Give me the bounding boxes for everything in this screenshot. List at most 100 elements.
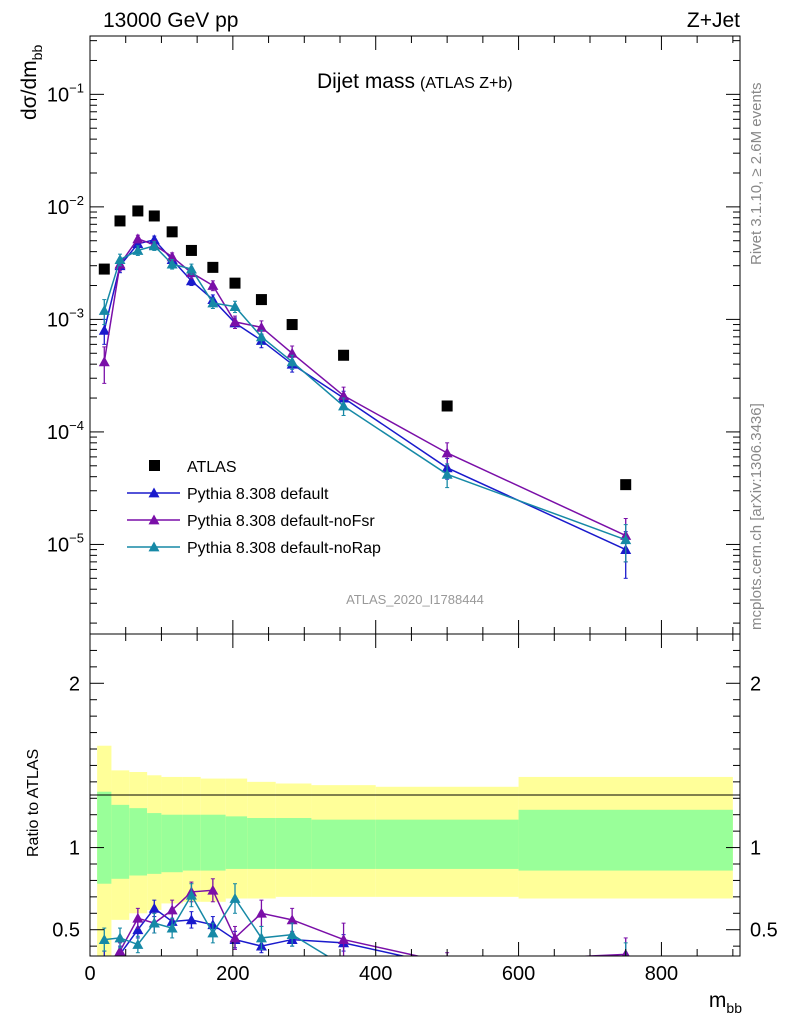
data-point-atlas: [286, 319, 298, 331]
data-point-mc: [255, 321, 267, 332]
ratio-series-line: [115, 907, 407, 956]
data-point-mc: [286, 356, 298, 367]
ratio-frame: [89, 633, 741, 957]
ratio-series-line: [104, 893, 329, 956]
ratio-y-tick-label: 2: [69, 673, 80, 695]
legend-marker-mc: [148, 541, 160, 552]
uncertainty-band-green: [182, 814, 201, 871]
x-tick-label: 800: [645, 963, 678, 985]
data-point-atlas: [441, 400, 453, 412]
data-point-atlas: [229, 277, 241, 289]
ratio-data-point: [229, 893, 241, 903]
ratio-data-point: [185, 889, 197, 900]
data-point-mc: [98, 356, 110, 367]
x-tick-label: 0: [84, 963, 95, 985]
data-point-mc: [114, 254, 126, 264]
uncertainty-band-green: [129, 808, 148, 876]
data-point-atlas: [338, 349, 350, 361]
ratio-data-point: [99, 959, 110, 969]
ratio-y-tick-label-right: 2: [750, 673, 761, 695]
ratio-y-tick-label: 1: [69, 838, 80, 860]
data-point-atlas: [255, 294, 267, 306]
ratio-data-point: [338, 934, 350, 944]
data-point-atlas: [166, 226, 178, 238]
legend-label: ATLAS: [187, 459, 237, 476]
data-point-atlas: [207, 261, 219, 273]
data-point-mc: [338, 400, 350, 411]
data-point-mc: [255, 331, 267, 342]
legend-marker-atlas: [149, 460, 160, 471]
data-point-atlas: [185, 244, 197, 256]
mcplots-label: mcplots.cern.ch [arXiv:1306.3436]: [748, 403, 765, 630]
x-tick-label: 400: [359, 963, 392, 985]
data-point-mc: [441, 447, 453, 458]
uncertainty-band-green: [225, 816, 248, 869]
ratio-data-point: [185, 914, 197, 925]
ratio-data-point: [442, 965, 453, 975]
ratio-panel: 0.5 0.5 1 1 2 2 0 200 400 600 800 Ratio to ATLAS m…: [25, 633, 778, 1016]
y-tick-label: 10−2: [47, 193, 84, 219]
uncertainty-band-green: [111, 804, 130, 879]
series-3: [98, 240, 632, 563]
uncertainty-band-green: [275, 818, 312, 869]
x-tick-label: 600: [502, 963, 535, 985]
uncertainty-band-green: [375, 819, 519, 869]
chart-subtitle: (ATLAS Z+b): [420, 75, 513, 92]
data-point-mc: [166, 251, 178, 262]
ratio-y-tick-label-right: 0.5: [750, 920, 778, 942]
uncertainty-band-green: [247, 818, 276, 869]
y-tick-label: 10−5: [47, 530, 84, 556]
ratio-data-point: [255, 932, 267, 943]
ratio-data-point: [114, 932, 126, 943]
data-point-mc: [338, 390, 350, 401]
ratio-data-point: [99, 980, 110, 990]
data-point-mc: [185, 263, 197, 274]
y-tick-label: 10−4: [47, 418, 84, 444]
rivet-version-label: Rivet 3.1.10, ≥ 2.6M events: [748, 83, 765, 266]
series-line: [103, 245, 626, 541]
data-point-mc: [229, 316, 241, 327]
data-point-mc: [132, 244, 144, 255]
y-tick-label: 10−1: [47, 80, 84, 106]
ratio-data-point: [132, 912, 144, 923]
data-point-atlas: [98, 263, 110, 275]
ratio-data-point: [229, 932, 241, 943]
ratio-data-point: [132, 924, 144, 935]
ratio-data-point: [132, 939, 144, 949]
ratio-data-point: [166, 904, 178, 915]
chart-title: Dijet mass: [317, 70, 415, 93]
main-panel: Dijet mass (ATLAS Z+b) ATLAS_2020_I17884…: [18, 35, 741, 635]
energy-label: 13000 GeV pp: [103, 9, 238, 32]
data-point-mc: [207, 280, 219, 290]
y-tick-label: 10−3: [47, 305, 84, 331]
data-point-mc: [286, 347, 298, 358]
uncertainty-band-green: [311, 819, 376, 869]
ratio-data-point: [98, 934, 110, 944]
ratio-data-point: [255, 907, 267, 918]
series-0: [98, 205, 632, 491]
y-axis-label: dσ/dmbb: [18, 45, 45, 120]
data-point-mc: [229, 301, 241, 311]
data-point-mc: [132, 233, 144, 244]
ratio-data-point: [286, 929, 298, 940]
ratio-data-point: [442, 960, 453, 970]
series-line: [103, 238, 627, 551]
legend-label: Pythia 8.308 default-noRap: [187, 540, 381, 557]
legend-label: Pythia 8.308 default-noFsr: [187, 513, 375, 530]
data-point-atlas: [620, 479, 632, 491]
ratio-data-point: [148, 902, 160, 913]
legend: ATLAS Pythia 8.308 default Pythia 8.308 de…: [127, 459, 381, 557]
data-point-mc: [148, 240, 160, 251]
data-point-atlas: [114, 215, 126, 227]
uncertainty-band-green: [161, 814, 183, 873]
ratio-data-point: [207, 927, 219, 938]
x-axis-label: mbb: [709, 989, 742, 1016]
analysis-tag: ATLAS_2020_I1788444: [346, 592, 484, 607]
data-point-mc: [620, 534, 632, 545]
data-point-mc: [166, 258, 178, 269]
ratio-y-axis-label: Ratio to ATLAS: [25, 749, 42, 857]
legend-marker-mc: [148, 487, 160, 498]
x-tick-label: 200: [216, 963, 249, 985]
data-point-mc: [98, 324, 110, 335]
